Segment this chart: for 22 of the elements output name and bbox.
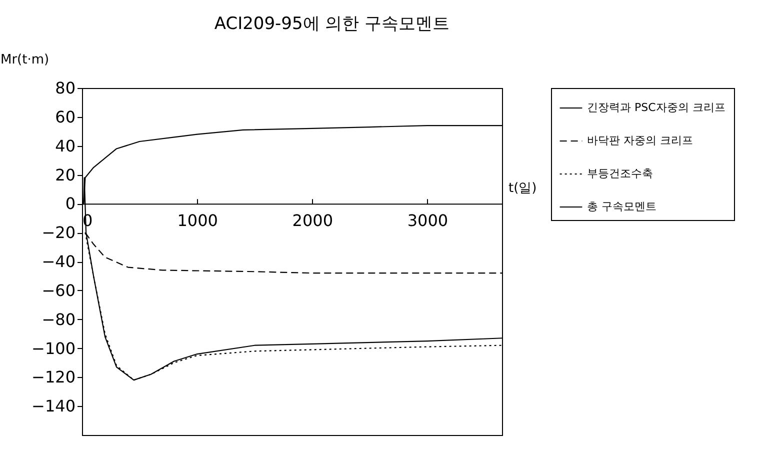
x-tick-label: 2000	[292, 211, 333, 230]
legend-label: 총 구속모멘트	[587, 200, 656, 213]
y-tick-label: 80	[55, 78, 76, 98]
x-tick-label: 3000	[407, 211, 448, 230]
y-tick-label: −140	[32, 396, 76, 416]
x-axis-title: t(일)	[508, 181, 537, 196]
legend-label: 긴장력과 PSC자중의 크리프	[587, 101, 726, 114]
y-axis-title: Mr(t·m)	[0, 52, 50, 68]
y-tick-label: 60	[55, 107, 76, 126]
y-tick-label: −60	[42, 280, 76, 300]
legend-label: 바닥판 자중의 크리프	[587, 134, 693, 147]
y-tick-label: −40	[42, 252, 76, 271]
y-tick-label: 0	[65, 194, 76, 214]
y-tick-label: −20	[42, 223, 76, 242]
y-tick-label: 40	[55, 136, 76, 156]
chart-title: ACI209-95에 의한 구속모멘트	[214, 14, 450, 34]
y-tick-label: −80	[42, 310, 76, 329]
x-tick-label: 1000	[177, 211, 218, 230]
y-tick-label: −100	[32, 338, 76, 358]
y-tick-label: 20	[55, 165, 76, 184]
y-tick-label: −120	[32, 368, 76, 387]
legend-label: 부등건조수축	[587, 167, 653, 180]
